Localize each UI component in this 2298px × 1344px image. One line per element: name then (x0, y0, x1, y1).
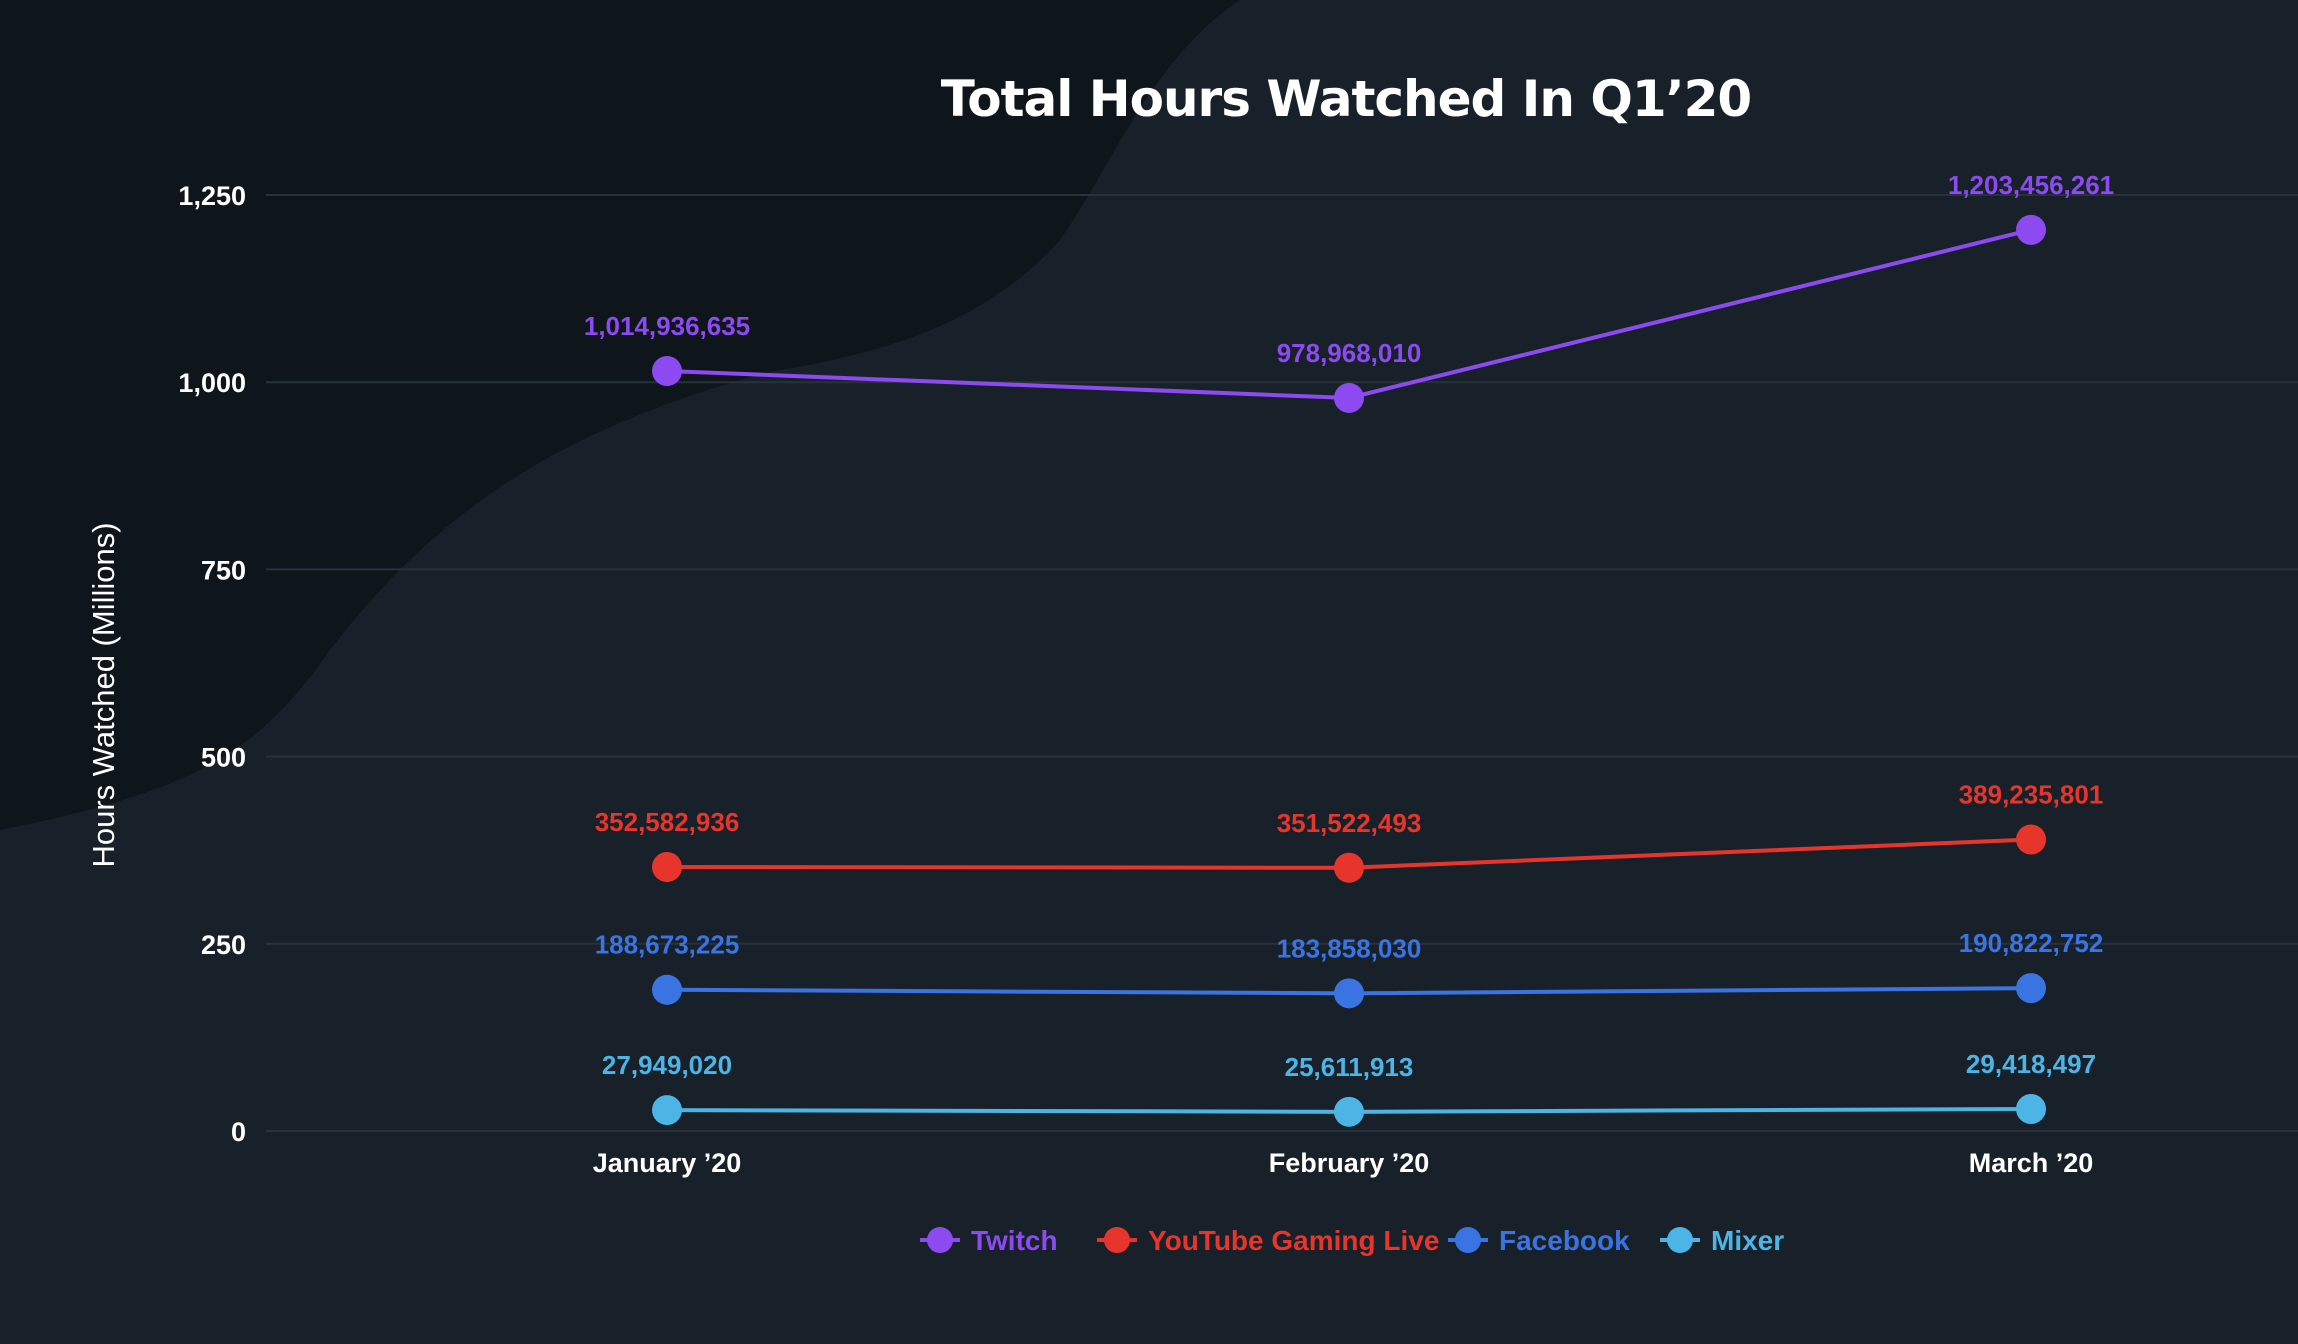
data-label: 351,522,493 (1277, 808, 1422, 838)
data-label: 27,949,020 (602, 1050, 732, 1080)
data-label: 183,858,030 (1277, 933, 1422, 963)
data-label: 978,968,010 (1277, 338, 1422, 368)
series-mixer: 27,949,020 25,611,913 29,418,497 (602, 1049, 2096, 1127)
legend-marker-icon (1104, 1227, 1130, 1253)
legend-marker-icon (927, 1227, 953, 1253)
legend-item-facebook[interactable]: Facebook (1448, 1225, 1630, 1256)
data-label: 190,822,752 (1959, 928, 2104, 958)
legend-item-youtube-gaming-live[interactable]: YouTube Gaming Live (1097, 1225, 1439, 1256)
series-group: 1,014,936,635 978,968,010 1,203,456,261 352… (584, 170, 2114, 1127)
x-tick-label: January ’20 (593, 1148, 742, 1178)
chart-title: Total Hours Watched In Q1’20 (941, 70, 1751, 128)
series-youtube-gaming-live: 352,582,936 351,522,493 389,235,801 (595, 780, 2104, 883)
x-tick-label: February ’20 (1269, 1148, 1430, 1178)
data-point[interactable] (652, 851, 682, 882)
legend-label: Twitch (971, 1225, 1058, 1256)
y-axis-label: Hours Watched (Millions) (86, 522, 121, 867)
y-tick-label: 500 (201, 743, 246, 773)
data-point[interactable] (1334, 852, 1364, 883)
data-point[interactable] (1334, 1096, 1364, 1127)
data-point[interactable] (1334, 978, 1364, 1009)
y-axis-ticks: 0 250 500 750 1,000 1,250 (178, 181, 246, 1147)
data-label: 389,235,801 (1959, 780, 2104, 810)
grid-lines (266, 194, 2298, 1132)
legend-marker-icon (1667, 1227, 1693, 1253)
data-label: 352,582,936 (595, 807, 740, 837)
x-tick-label: March ’20 (1969, 1148, 2094, 1178)
legend-item-twitch[interactable]: Twitch (920, 1225, 1058, 1256)
legend-label: YouTube Gaming Live (1148, 1225, 1439, 1256)
data-label: 1,203,456,261 (1948, 170, 2114, 200)
data-point[interactable] (652, 974, 682, 1005)
legend-item-mixer[interactable]: Mixer (1660, 1225, 1784, 1256)
legend-marker-icon (1455, 1227, 1481, 1253)
legend-label: Mixer (1711, 1225, 1784, 1256)
series-twitch: 1,014,936,635 978,968,010 1,203,456,261 (584, 170, 2114, 413)
data-label: 29,418,497 (1966, 1049, 2096, 1079)
y-tick-label: 1,000 (178, 368, 246, 398)
y-tick-label: 750 (201, 555, 246, 585)
x-axis-ticks: January ’20 February ’20 March ’20 (593, 1148, 2094, 1178)
y-tick-label: 0 (231, 1117, 246, 1147)
data-point[interactable] (2016, 1093, 2046, 1124)
series-facebook: 188,673,225 183,858,030 190,822,752 (595, 928, 2104, 1009)
data-point[interactable] (1334, 382, 1364, 413)
data-point[interactable] (2016, 973, 2046, 1004)
y-tick-label: 1,250 (178, 181, 246, 211)
y-tick-label: 250 (201, 930, 246, 960)
data-point[interactable] (2016, 824, 2046, 855)
legend: Twitch YouTube Gaming Live Facebook Mixer (920, 1225, 1784, 1256)
data-point[interactable] (652, 356, 682, 387)
data-point[interactable] (2016, 214, 2046, 245)
legend-label: Facebook (1499, 1225, 1630, 1256)
data-point[interactable] (652, 1095, 682, 1126)
data-label: 188,673,225 (595, 930, 740, 960)
data-label: 25,611,913 (1285, 1052, 1414, 1082)
data-label: 1,014,936,635 (584, 311, 750, 341)
